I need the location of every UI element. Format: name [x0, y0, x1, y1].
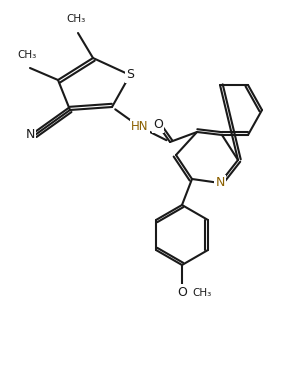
Text: CH₃: CH₃ — [17, 50, 37, 60]
Text: N: N — [215, 177, 225, 190]
Text: O: O — [153, 119, 163, 131]
Text: HN: HN — [131, 121, 149, 133]
Text: O: O — [177, 285, 187, 298]
Text: S: S — [126, 69, 134, 82]
Text: CH₃: CH₃ — [66, 14, 86, 24]
Text: N: N — [25, 128, 35, 142]
Text: CH₃: CH₃ — [192, 288, 211, 298]
